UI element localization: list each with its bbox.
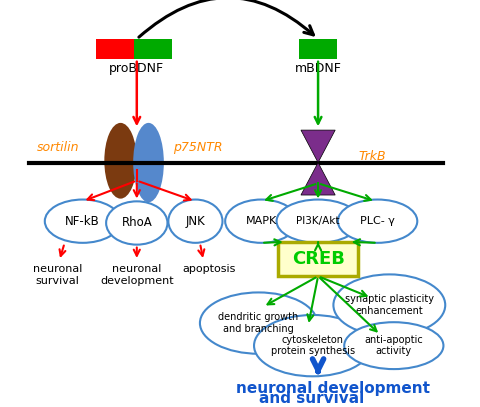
Text: apoptosis: apoptosis: [182, 265, 236, 274]
Text: and survival: and survival: [259, 391, 364, 406]
Text: p75NTR: p75NTR: [173, 141, 222, 154]
Ellipse shape: [225, 199, 297, 243]
Text: JNK: JNK: [186, 214, 205, 228]
Ellipse shape: [254, 315, 372, 376]
Text: proBDNF: proBDNF: [109, 62, 164, 75]
Text: CREB: CREB: [292, 250, 345, 268]
Text: PI3K/Akt: PI3K/Akt: [296, 216, 340, 226]
Bar: [134, 39, 172, 59]
Text: dendritic growth
and branching: dendritic growth and branching: [218, 312, 299, 334]
Text: anti-apoptic
activity: anti-apoptic activity: [364, 335, 423, 357]
Text: TrkB: TrkB: [359, 150, 386, 163]
Text: mBDNF: mBDNF: [295, 62, 341, 75]
Ellipse shape: [344, 322, 444, 369]
Ellipse shape: [106, 201, 168, 245]
Ellipse shape: [45, 199, 120, 243]
Ellipse shape: [104, 123, 137, 199]
Text: cytoskeleton
protein synthesis: cytoskeleton protein synthesis: [271, 335, 355, 357]
Text: MAPK: MAPK: [246, 216, 277, 226]
Bar: [299, 39, 337, 59]
Text: PLC- γ: PLC- γ: [360, 216, 395, 226]
Polygon shape: [301, 162, 335, 195]
Ellipse shape: [276, 199, 360, 243]
Ellipse shape: [168, 199, 222, 243]
Text: neuronal
development: neuronal development: [100, 265, 174, 286]
Ellipse shape: [200, 293, 317, 354]
Text: synaptic plasticity
enhancement: synaptic plasticity enhancement: [345, 294, 434, 316]
Text: NF-kB: NF-kB: [65, 214, 100, 228]
Text: neuronal development: neuronal development: [236, 381, 430, 396]
Polygon shape: [301, 130, 335, 162]
Text: sortilin: sortilin: [36, 141, 79, 154]
FancyBboxPatch shape: [278, 242, 358, 276]
Bar: [96, 39, 134, 59]
Text: neuronal
survival: neuronal survival: [33, 265, 82, 286]
Ellipse shape: [338, 199, 417, 243]
Text: RhoA: RhoA: [121, 217, 152, 230]
Ellipse shape: [334, 274, 445, 336]
Ellipse shape: [133, 123, 164, 202]
